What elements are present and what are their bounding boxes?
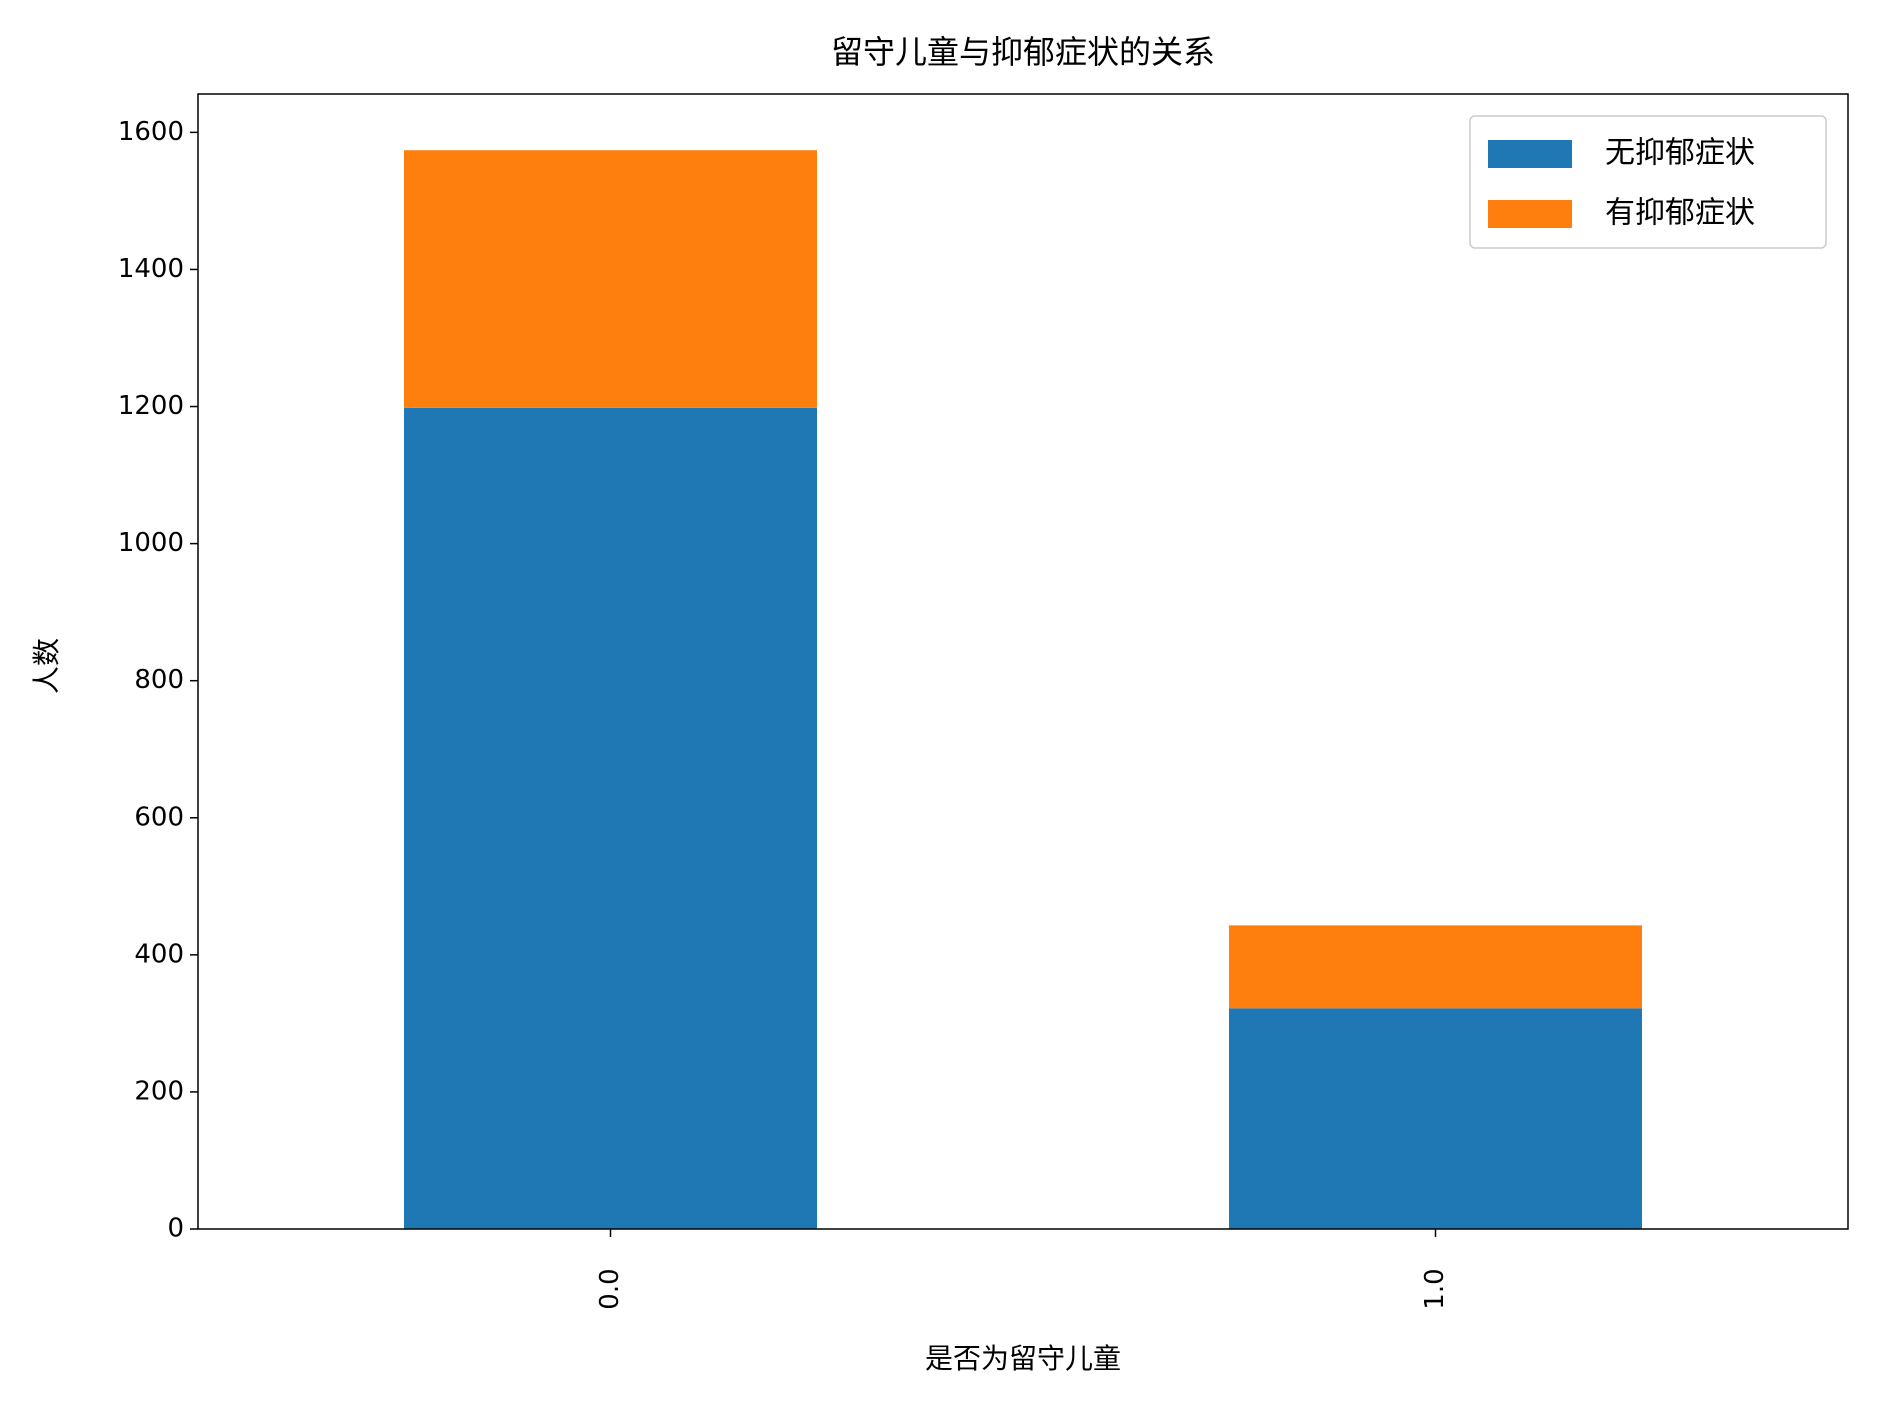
y-tick-label: 1400 (118, 254, 184, 284)
chart-title: 留守儿童与抑郁症状的关系 (831, 33, 1215, 71)
legend-label: 无抑郁症状 (1605, 136, 1755, 171)
x-tick-label: 1.0 (1420, 1268, 1450, 1309)
y-tick-label: 800 (134, 665, 184, 695)
x-axis-label: 是否为留守儿童 (925, 1342, 1121, 1375)
y-tick-label: 1200 (118, 391, 184, 421)
y-tick-label: 0 (167, 1214, 184, 1244)
legend-swatch (1488, 200, 1572, 228)
bar-segment (404, 150, 817, 408)
x-tick-label: 0.0 (595, 1268, 625, 1309)
legend-label: 有抑郁症状 (1605, 196, 1755, 231)
plot-frame (197, 93, 1849, 1230)
legend-swatch (1488, 140, 1572, 168)
bar-segment (1229, 1008, 1642, 1229)
bar-segment (1229, 925, 1642, 1009)
y-tick-label: 400 (134, 939, 184, 969)
bar-segment (404, 407, 817, 1230)
y-axis-label: 人数 (30, 638, 63, 694)
y-tick-label: 200 (134, 1076, 184, 1106)
y-tick-label: 600 (134, 802, 184, 832)
y-tick-label: 1000 (118, 528, 184, 558)
y-tick-label: 1600 (118, 117, 184, 147)
